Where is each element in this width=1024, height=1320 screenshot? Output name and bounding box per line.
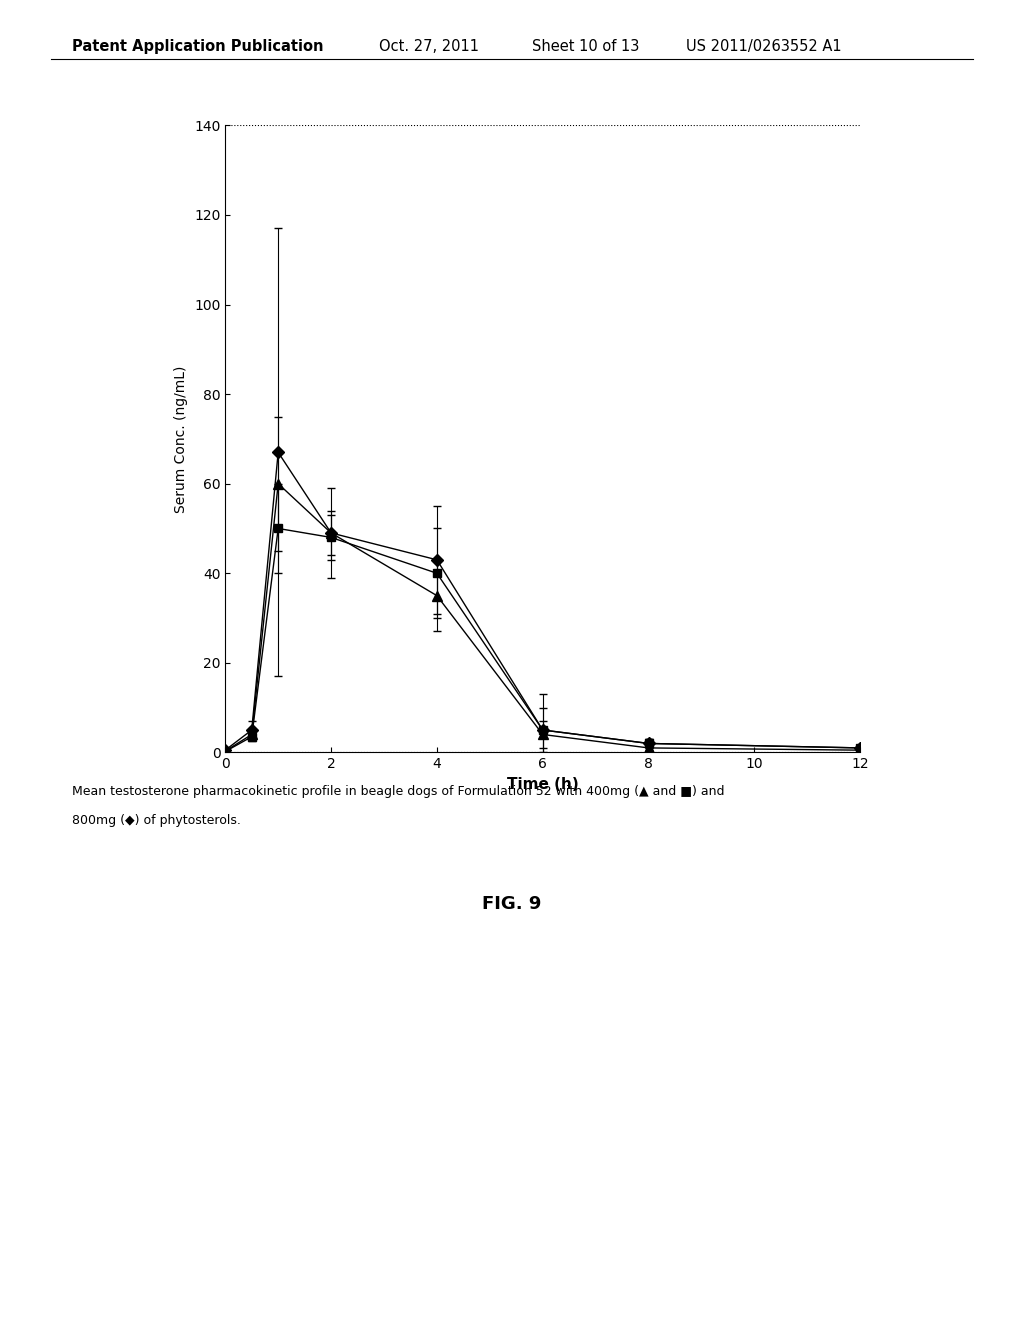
- Text: Mean testosterone pharmacokinetic profile in beagle dogs of Formulation 52 with : Mean testosterone pharmacokinetic profil…: [72, 785, 724, 799]
- X-axis label: Time (h): Time (h): [507, 776, 579, 792]
- Text: Patent Application Publication: Patent Application Publication: [72, 38, 324, 54]
- Y-axis label: Serum Conc. (ng/mL): Serum Conc. (ng/mL): [174, 366, 188, 512]
- Text: US 2011/0263552 A1: US 2011/0263552 A1: [686, 38, 842, 54]
- Text: Sheet 10 of 13: Sheet 10 of 13: [532, 38, 640, 54]
- Text: FIG. 9: FIG. 9: [482, 895, 542, 913]
- Text: Oct. 27, 2011: Oct. 27, 2011: [379, 38, 479, 54]
- Text: 800mg (◆) of phytosterols.: 800mg (◆) of phytosterols.: [72, 814, 241, 828]
